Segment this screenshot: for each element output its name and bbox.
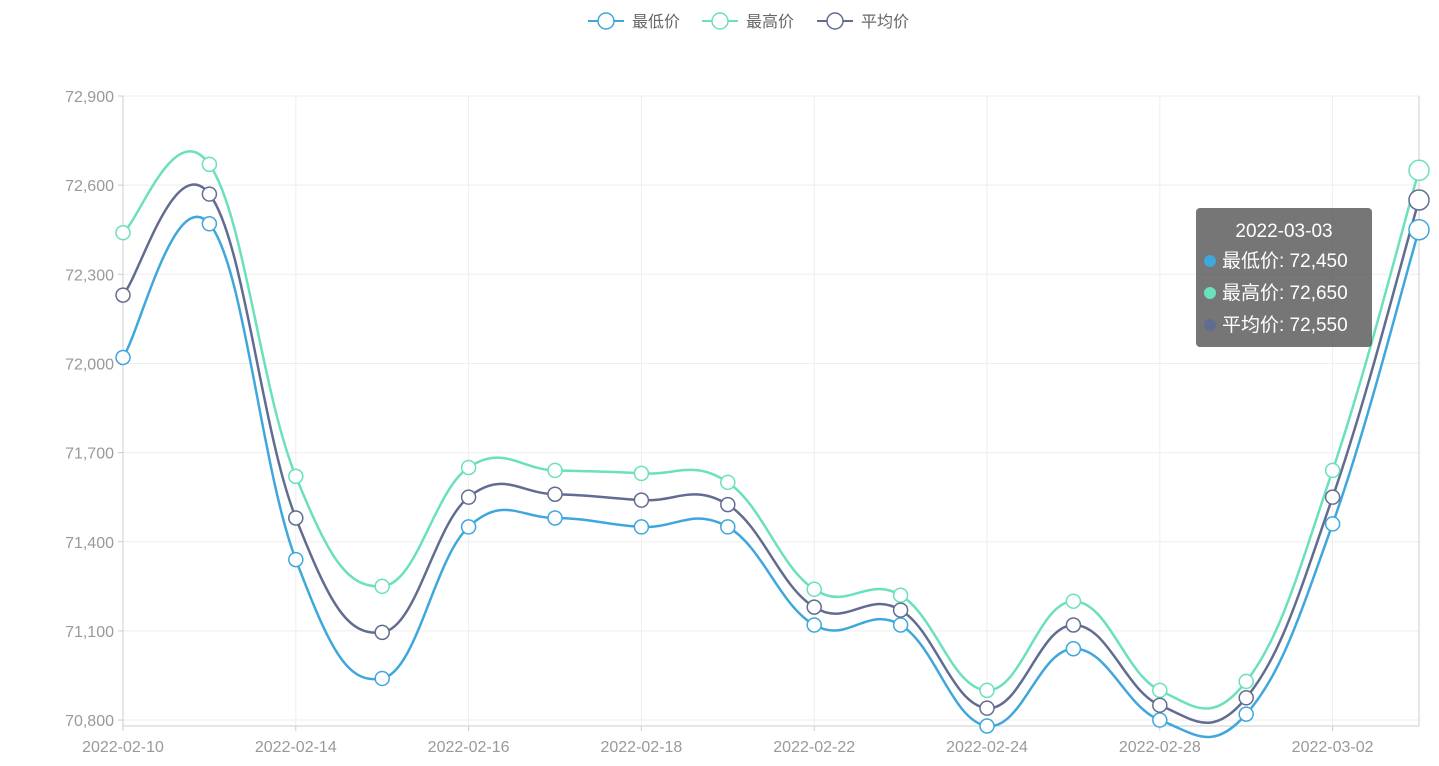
y-tick-label: 72,300 (65, 267, 114, 284)
grid-lines (122, 95, 1420, 726)
data-point-avg[interactable] (979, 700, 995, 716)
tooltip-dot-low (1204, 255, 1216, 267)
data-point-high[interactable] (374, 578, 390, 595)
data-point-low[interactable] (115, 349, 131, 366)
data-point-avg[interactable] (1238, 690, 1254, 706)
data-point-high[interactable] (633, 465, 650, 482)
data-points[interactable] (115, 156, 1430, 734)
data-point-low[interactable] (633, 519, 650, 535)
data-point-high[interactable] (115, 224, 131, 241)
legend-item-low[interactable]: 最低价 (588, 12, 680, 31)
data-point-avg[interactable] (1324, 489, 1341, 505)
data-point-avg[interactable] (115, 287, 131, 303)
legend-label: 平均价 (861, 13, 909, 31)
x-tick-label: 2022-03-02 (1292, 739, 1374, 756)
data-point-high[interactable] (1324, 462, 1341, 479)
data-point-low[interactable] (460, 519, 477, 535)
x-tick-label: 2022-02-14 (255, 739, 337, 756)
data-point-avg[interactable] (720, 496, 736, 513)
tooltip: 2022-03-03 最低价: 72,450 最高价: 72,650 平均价: … (1196, 208, 1372, 347)
data-point-high[interactable] (1152, 682, 1168, 699)
data-point-avg[interactable] (288, 510, 304, 526)
data-point-avg[interactable] (374, 624, 390, 641)
data-point-avg[interactable] (460, 489, 477, 505)
data-point-high[interactable] (892, 587, 909, 603)
data-point-low[interactable] (1408, 218, 1430, 241)
data-point-high[interactable] (288, 468, 304, 485)
legend-item-high[interactable]: 最高价 (702, 12, 794, 31)
data-point-low[interactable] (547, 510, 563, 526)
y-tick-label: 71,100 (65, 624, 114, 641)
axes: 70,800 71,100 71,400 71,700 72,000 72,300 72,6… (65, 89, 1419, 756)
y-tick-label: 71,700 (65, 446, 114, 463)
data-point-low[interactable] (201, 216, 218, 232)
data-point-low[interactable] (806, 617, 822, 633)
data-point-avg[interactable] (892, 602, 909, 618)
data-point-low[interactable] (1065, 640, 1082, 657)
tooltip-row-avg: 平均价: 72,550 (1204, 310, 1364, 342)
data-point-avg[interactable] (1408, 189, 1430, 211)
data-point-high[interactable] (1238, 673, 1254, 690)
tooltip-date: 2022-03-03 (1235, 221, 1333, 242)
y-tick-label: 72,900 (65, 89, 114, 106)
y-tick-label: 72,000 (65, 356, 114, 373)
tooltip-label-high: 最高价: 72,650 (1222, 283, 1348, 304)
tooltip-label-avg: 平均价: 72,550 (1222, 315, 1348, 336)
data-point-avg[interactable] (1152, 697, 1168, 713)
tooltip-label-low: 最低价: 72,450 (1222, 251, 1348, 272)
data-point-high[interactable] (460, 459, 477, 476)
tooltip-dot-high (1204, 287, 1216, 299)
y-tick-label: 72,600 (65, 178, 114, 195)
data-point-avg[interactable] (547, 486, 563, 502)
data-point-high[interactable] (1408, 159, 1430, 182)
x-tick-label: 2022-02-24 (946, 739, 1028, 756)
data-point-avg[interactable] (1065, 617, 1082, 633)
data-point-avg[interactable] (633, 492, 650, 508)
data-point-low[interactable] (892, 617, 909, 633)
x-tick-label: 2022-02-10 (82, 739, 164, 756)
x-tick-label: 2022-02-16 (428, 739, 510, 756)
x-tick-label: 2022-02-18 (600, 739, 682, 756)
legend-label: 最低价 (632, 13, 680, 31)
legend-label: 最高价 (746, 13, 794, 31)
legend-circle-icon (711, 12, 729, 30)
data-point-high[interactable] (720, 474, 736, 491)
data-point-low[interactable] (979, 718, 995, 734)
data-point-high[interactable] (201, 156, 218, 173)
data-point-low[interactable] (720, 519, 736, 535)
data-point-high[interactable] (979, 682, 995, 699)
tooltip-row-low: 最低价: 72,450 (1204, 246, 1364, 278)
data-point-low[interactable] (374, 670, 390, 687)
data-point-low[interactable] (1152, 712, 1168, 728)
y-tick-label: 70,800 (65, 713, 114, 730)
data-point-avg[interactable] (806, 599, 822, 615)
data-point-high[interactable] (1065, 593, 1082, 609)
x-tick-label: 2022-02-28 (1119, 739, 1201, 756)
data-point-high[interactable] (806, 581, 822, 598)
tooltip-dot-avg (1204, 319, 1216, 331)
data-point-low[interactable] (1324, 516, 1341, 532)
legend[interactable]: 最低价 最高价 平均价 (588, 12, 909, 31)
data-point-low[interactable] (288, 551, 304, 568)
data-point-avg[interactable] (201, 186, 218, 202)
tooltip-row-high: 最高价: 72,650 (1204, 278, 1364, 310)
x-tick-label: 2022-02-22 (773, 739, 855, 756)
legend-circle-icon (597, 12, 615, 30)
data-point-high[interactable] (547, 462, 563, 479)
y-tick-label: 71,400 (65, 535, 114, 552)
legend-item-avg[interactable]: 平均价 (817, 12, 909, 31)
data-point-low[interactable] (1238, 706, 1254, 722)
legend-circle-icon (826, 12, 844, 30)
